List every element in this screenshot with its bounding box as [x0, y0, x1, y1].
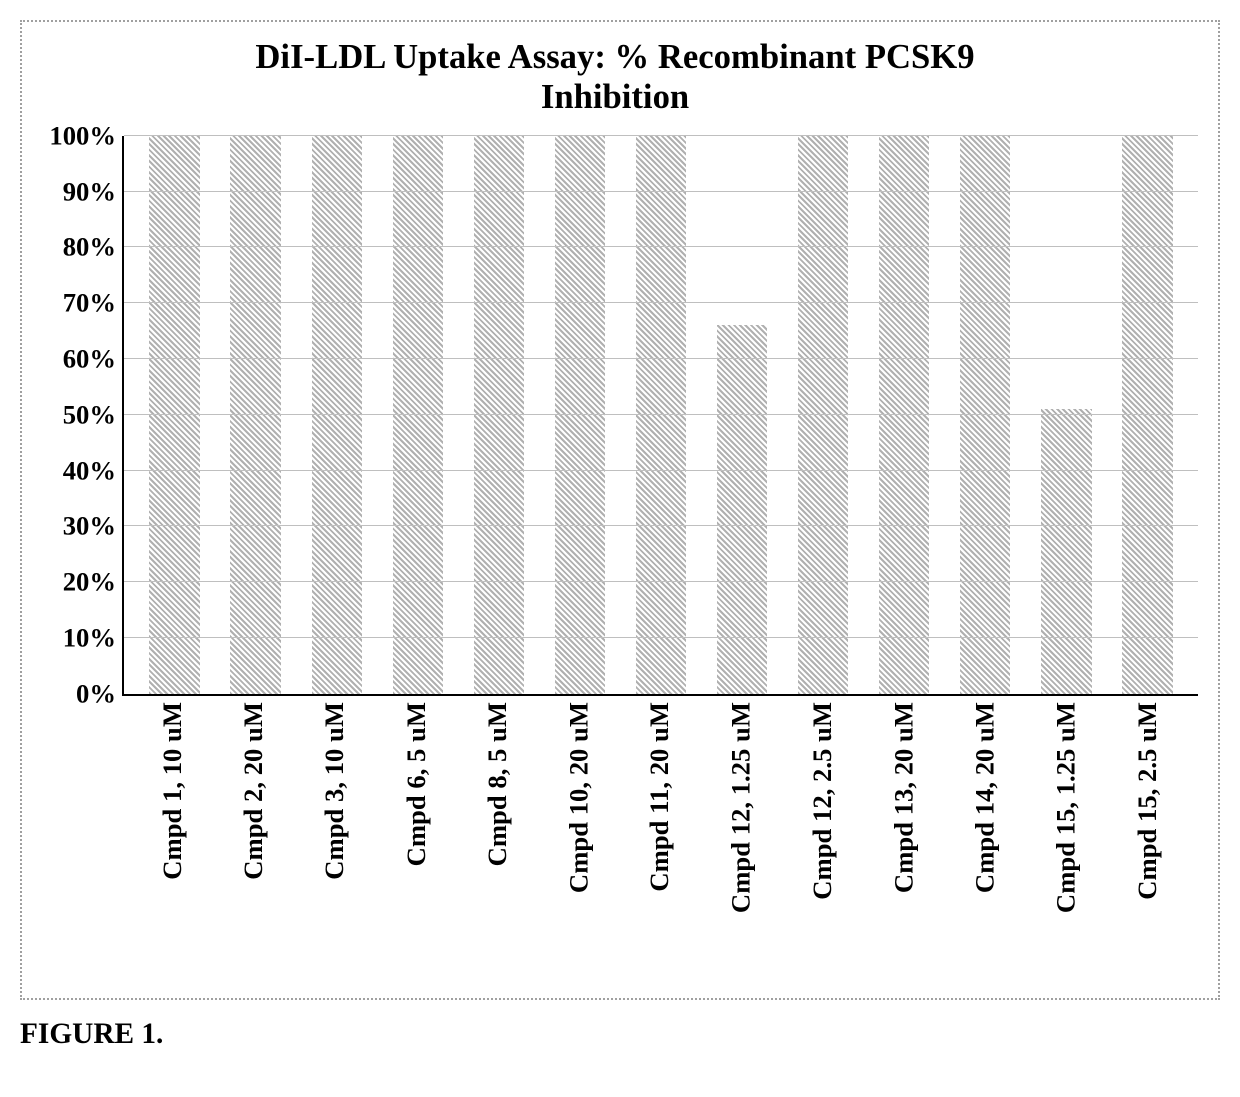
gridline: [124, 358, 1198, 359]
bar: [717, 325, 767, 693]
bar: [1041, 409, 1091, 694]
bars-container: [124, 136, 1198, 694]
gridline: [124, 246, 1198, 247]
y-tick-label: 30%: [63, 511, 116, 542]
bar: [474, 136, 524, 694]
bar-slot: [864, 136, 945, 694]
x-tick-label: Cmpd 13, 20 uM: [888, 702, 919, 893]
bar-slot: [783, 136, 864, 694]
bar: [879, 136, 929, 694]
gridline: [124, 191, 1198, 192]
x-label-slot: Cmpd 3, 10 uM: [294, 696, 375, 996]
x-axis: Cmpd 1, 10 uM Cmpd 2, 20 uM Cmpd 3, 10 uM C…: [122, 696, 1198, 996]
y-tick-label: 60%: [63, 343, 116, 374]
y-tick-label: 50%: [63, 399, 116, 430]
x-label-slot: Cmpd 8, 5 uM: [457, 696, 538, 996]
x-label-slot: Cmpd 11, 20 uM: [619, 696, 700, 996]
chart-frame: DiI-LDL Uptake Assay: % Recombinant PCSK…: [20, 20, 1220, 1000]
y-tick-label: 70%: [63, 288, 116, 319]
x-label-slot: Cmpd 14, 20 uM: [944, 696, 1025, 996]
x-tick-label: Cmpd 8, 5 uM: [482, 702, 513, 866]
bar-slot: [945, 136, 1026, 694]
bar-slot: [1026, 136, 1107, 694]
x-tick-label: Cmpd 11, 20 uM: [645, 702, 676, 892]
y-tick-label: 40%: [63, 455, 116, 486]
gridline: [124, 414, 1198, 415]
bar-slot: [296, 136, 377, 694]
gridline: [124, 525, 1198, 526]
x-label-slot: Cmpd 12, 1.25 uM: [701, 696, 782, 996]
bar-slot: [215, 136, 296, 694]
bar: [393, 136, 443, 694]
figure-caption: FIGURE 1.: [20, 1018, 1220, 1051]
bar: [960, 136, 1010, 694]
page: DiI-LDL Uptake Assay: % Recombinant PCSK…: [0, 0, 1240, 1097]
x-tick-label: Cmpd 10, 20 uM: [563, 702, 594, 893]
gridline: [124, 581, 1198, 582]
x-tick-label: Cmpd 12, 2.5 uM: [807, 702, 838, 900]
bar-slot: [702, 136, 783, 694]
bar-slot: [620, 136, 701, 694]
bar: [798, 136, 848, 694]
x-label-slot: Cmpd 10, 20 uM: [538, 696, 619, 996]
y-tick-label: 100%: [49, 120, 116, 151]
x-tick-label: Cmpd 3, 10 uM: [320, 702, 351, 880]
x-label-slot: Cmpd 12, 2.5 uM: [782, 696, 863, 996]
bar-slot: [1107, 136, 1188, 694]
y-tick-label: 0%: [76, 678, 116, 709]
bar-slot: [539, 136, 620, 694]
y-tick-label: 90%: [63, 176, 116, 207]
bar: [1122, 136, 1172, 694]
gridline: [124, 637, 1198, 638]
x-tick-label: Cmpd 2, 20 uM: [238, 702, 269, 880]
x-tick-label: Cmpd 12, 1.25 uM: [726, 702, 757, 913]
bar-slot: [377, 136, 458, 694]
y-tick-label: 20%: [63, 567, 116, 598]
x-tick-label: Cmpd 14, 20 uM: [969, 702, 1000, 893]
bar: [636, 136, 686, 694]
plot-wrap: Cmpd 1, 10 uM Cmpd 2, 20 uM Cmpd 3, 10 uM C…: [122, 136, 1198, 996]
x-label-slot: Cmpd 15, 1.25 uM: [1026, 696, 1107, 996]
chart-title-line-1: DiI-LDL Uptake Assay: % Recombinant PCSK…: [32, 38, 1198, 78]
y-tick-label: 80%: [63, 232, 116, 263]
x-tick-label: Cmpd 15, 1.25 uM: [1051, 702, 1082, 913]
plot-area: [122, 136, 1198, 696]
gridline: [124, 302, 1198, 303]
bar-slot: [458, 136, 539, 694]
x-label-slot: Cmpd 13, 20 uM: [863, 696, 944, 996]
y-axis: 0%10%20%30%40%50%60%70%80%90%100%: [32, 136, 122, 996]
x-tick-label: Cmpd 6, 5 uM: [401, 702, 432, 866]
chart-title-line-2: Inhibition: [32, 78, 1198, 118]
x-tick-label: Cmpd 15, 2.5 uM: [1132, 702, 1163, 900]
chart-body: 0%10%20%30%40%50%60%70%80%90%100% Cmpd 1…: [32, 136, 1198, 996]
x-label-slot: Cmpd 1, 10 uM: [132, 696, 213, 996]
chart-title: DiI-LDL Uptake Assay: % Recombinant PCSK…: [32, 38, 1198, 118]
gridline: [124, 470, 1198, 471]
x-label-slot: Cmpd 6, 5 uM: [376, 696, 457, 996]
y-tick-label: 10%: [63, 622, 116, 653]
x-label-slot: Cmpd 15, 2.5 uM: [1107, 696, 1188, 996]
bar: [149, 136, 199, 694]
bar-slot: [134, 136, 215, 694]
bar: [555, 136, 605, 694]
x-tick-label: Cmpd 1, 10 uM: [157, 702, 188, 880]
bar: [230, 136, 280, 694]
x-label-slot: Cmpd 2, 20 uM: [213, 696, 294, 996]
bar: [312, 136, 362, 694]
gridline: [124, 135, 1198, 136]
